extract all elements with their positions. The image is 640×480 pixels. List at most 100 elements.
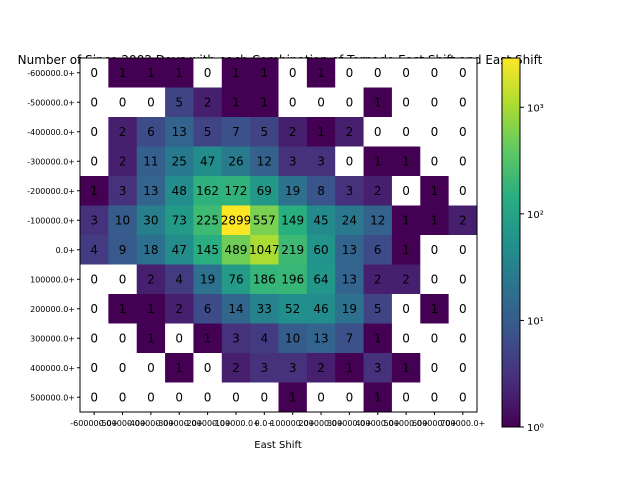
heatmap-cell [363,87,393,118]
heatmap-cell [306,264,336,295]
heatmap-cell [136,382,166,413]
heatmap-cell [278,353,308,383]
y-tick-label: 100000.0+ [30,275,75,284]
heatmap-cell [221,353,251,383]
heatmap-cell [193,146,223,177]
heatmap-cell [335,205,365,236]
heatmap-cell [420,294,450,324]
heatmap-cell [80,235,109,265]
cell-value-label: 3 [119,184,127,198]
heatmap-cell [420,353,450,383]
heatmap-cell [391,294,421,324]
y-tick-label: -200000.0+ [27,187,75,196]
cell-value-label: 2 [346,125,354,139]
heatmap-cell [363,235,393,265]
cell-value-label: 0 [119,361,127,375]
cell-value-label: 0 [374,125,382,139]
heatmap-cell [420,176,450,206]
cell-value-label: 0 [289,95,297,109]
heatmap-cell [80,294,109,324]
heatmap-cell [136,264,166,295]
cell-value-label: 0 [119,95,127,109]
x-tick-label: 700000.0+ [440,419,485,428]
cell-value-label: 5 [175,95,183,109]
heatmap-cell [193,235,223,265]
heatmap-cell [391,264,421,295]
cell-value-label: 12 [370,213,385,227]
cell-value-label: 0 [147,95,155,109]
heatmap-cell [278,294,308,324]
heatmap-cell [165,353,194,383]
cell-value-label: 0 [459,125,467,139]
cell-value-label: 13 [342,243,357,257]
heatmap-cell [108,58,138,88]
cell-value-label: 0 [119,331,127,345]
cell-value-label: 0 [431,272,439,286]
cell-value-label: 1 [402,361,410,375]
cell-value-label: 18 [143,243,158,257]
cell-value-label: 4 [90,243,98,257]
cell-value-label: 6 [147,125,155,139]
cell-value-label: 19 [285,184,300,198]
heatmap-cell [391,176,421,206]
cell-value-label: 33 [257,302,272,316]
heatmap-cell [391,205,421,236]
heatmap-cell [80,87,109,118]
cell-value-label: 0 [374,66,382,80]
cell-value-label: 0 [459,361,467,375]
heatmap-cell [278,264,308,295]
heatmap-cell [335,264,365,295]
heatmap-cell [420,382,450,413]
cell-value-label: 1 [232,95,240,109]
cell-value-label: 1 [232,66,240,80]
heatmap-cell [165,146,194,177]
cell-value-label: 0 [459,95,467,109]
cell-value-label: 0 [402,66,410,80]
heatmap-cell [80,58,109,88]
cell-value-label: 0 [459,302,467,316]
cell-value-label: 0 [346,66,354,80]
cell-value-label: 2 [459,213,467,227]
cell-value-label: 0 [431,331,439,345]
heatmap-cell [278,323,308,354]
heatmap-cell [80,205,109,236]
cell-value-label: 0 [90,361,98,375]
x-tick-label: -500000.0+ [99,419,147,428]
cell-value-label: 2 [147,272,155,286]
plot-frame [79,57,478,413]
colorbar-tick-label: 10⁰ [527,423,544,434]
cell-value-label: 0 [402,184,410,198]
heatmap-cell [391,146,421,177]
heatmap-cell [335,117,365,147]
y-tick-label: 0.0+ [56,246,75,255]
cell-value-label: 0 [90,95,98,109]
cell-value-label: 1 [374,95,382,109]
heatmap-cell [221,176,251,206]
cell-value-label: 2 [374,184,382,198]
cell-value-label: 0 [90,302,98,316]
heatmap-cell [250,323,279,354]
cell-value-label: 76 [228,272,243,286]
heatmap-cell [448,117,478,147]
heatmap-cell [136,58,166,88]
heatmap-cell [193,58,223,88]
heatmap-cell [80,176,109,206]
cell-value-label: 10 [115,213,130,227]
cell-value-label: 149 [281,213,304,227]
cell-value-label: 0 [175,331,183,345]
heatmap-cell [136,87,166,118]
heatmap-cell [193,205,223,236]
cell-value-label: 0 [90,390,98,404]
heatmap-cell [250,235,279,265]
x-axis: -600000.0+-500000.0+-400000.0+-300000.0+… [70,412,485,428]
heatmap-cell [165,294,194,324]
cell-value-label: 172 [225,184,248,198]
heatmap-cell [250,353,279,383]
cell-value-label: 0 [90,331,98,345]
cell-value-label: 0 [346,95,354,109]
x-tick-label: 300000.0+ [327,419,372,428]
cell-value-label: 0 [431,66,439,80]
heatmap-cell [221,323,251,354]
cell-value-label: 10 [285,331,300,345]
heatmap-cell [221,87,251,118]
